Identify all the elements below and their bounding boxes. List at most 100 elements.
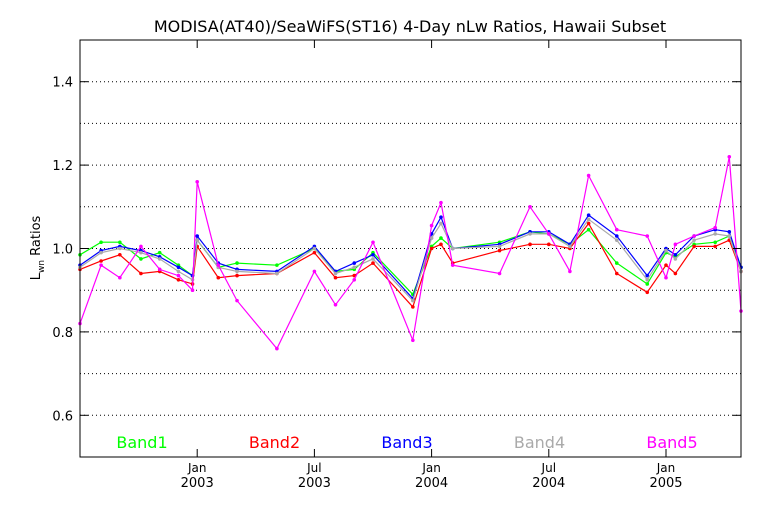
series-band1 xyxy=(78,227,743,297)
data-point xyxy=(614,261,619,265)
x-tick-label-month: Jan xyxy=(187,461,207,475)
data-point xyxy=(176,269,181,274)
data-point xyxy=(99,250,103,255)
data-point xyxy=(118,246,122,251)
data-point xyxy=(235,273,239,278)
data-point xyxy=(664,275,668,280)
data-point xyxy=(586,227,591,232)
data-point xyxy=(439,221,443,226)
data-point xyxy=(352,273,357,278)
data-point xyxy=(99,259,103,263)
data-point xyxy=(727,234,732,238)
data-point xyxy=(157,250,162,255)
series-band3 xyxy=(78,213,743,301)
data-point xyxy=(195,238,199,242)
data-point xyxy=(176,277,181,282)
data-point xyxy=(139,250,143,255)
data-point xyxy=(216,263,221,267)
data-point xyxy=(157,257,162,261)
data-point xyxy=(411,298,415,303)
data-point xyxy=(439,242,443,247)
data-point xyxy=(411,305,415,309)
x-tick-label-year: 2003 xyxy=(181,476,214,491)
data-point xyxy=(139,244,143,249)
data-point xyxy=(312,250,317,255)
data-point xyxy=(411,338,415,343)
series-line xyxy=(79,156,742,350)
series-line xyxy=(79,218,742,302)
data-point xyxy=(195,234,199,238)
grid-lines xyxy=(80,81,741,416)
data-point xyxy=(429,223,434,228)
data-point xyxy=(586,173,591,178)
data-point xyxy=(586,221,591,226)
data-point xyxy=(614,227,619,232)
data-point xyxy=(497,248,502,253)
data-point xyxy=(568,244,572,249)
plot-frame xyxy=(79,39,742,458)
data-point xyxy=(645,234,650,238)
x-tick-label-year: 2003 xyxy=(298,476,331,491)
data-point xyxy=(139,257,143,261)
data-point xyxy=(692,234,696,238)
data-point xyxy=(439,200,443,205)
data-point xyxy=(614,234,619,238)
legend-entry: Band5 xyxy=(646,433,697,452)
data-point xyxy=(645,290,650,295)
data-point xyxy=(195,179,199,184)
data-point xyxy=(235,261,239,265)
data-point xyxy=(450,246,455,251)
data-point xyxy=(450,263,455,267)
data-point xyxy=(645,273,650,278)
data-point xyxy=(371,252,375,257)
data-point xyxy=(727,230,732,234)
data-point xyxy=(333,302,338,307)
data-point xyxy=(673,252,678,257)
data-point xyxy=(235,269,239,274)
x-tick-label-year: 2005 xyxy=(649,476,682,491)
legend-entry: Band1 xyxy=(116,433,167,452)
data-point xyxy=(275,346,279,351)
data-point xyxy=(692,238,696,242)
data-point xyxy=(429,246,434,251)
data-point xyxy=(645,282,650,286)
data-point xyxy=(99,263,103,267)
y-tick-label: 0.6 xyxy=(52,409,73,424)
data-point xyxy=(352,277,357,282)
data-point xyxy=(497,271,502,276)
x-tick-label-month: Jan xyxy=(656,461,676,475)
data-point xyxy=(673,242,678,247)
data-point xyxy=(139,271,143,276)
y-tick-label: 0.8 xyxy=(52,326,73,341)
y-axis-label-rest: Ratios xyxy=(29,215,44,260)
data-point xyxy=(528,205,532,209)
data-point xyxy=(235,298,239,303)
chart-title: MODISA(AT40)/SeaWiFS(ST16) 4-Day nLw Rat… xyxy=(154,17,666,36)
data-point xyxy=(118,252,122,257)
x-tick-label-year: 2004 xyxy=(532,476,565,491)
data-point xyxy=(99,240,103,245)
data-point xyxy=(528,232,532,236)
data-point xyxy=(118,240,122,245)
data-point xyxy=(614,271,619,276)
axes: 0.60.81.01.21.4Jan2003Jul2003Jan2004Jul2… xyxy=(52,40,741,491)
legend-entry: Band3 xyxy=(381,433,432,452)
data-point xyxy=(176,273,181,278)
x-tick-label-month: Jan xyxy=(421,461,441,475)
legend-entry: Band2 xyxy=(249,433,300,452)
legend: Band1 Band2 Band3 Band4 Band5 xyxy=(116,433,697,452)
data-point xyxy=(118,275,122,280)
data-point xyxy=(190,288,195,293)
data-point xyxy=(439,236,443,240)
data-point xyxy=(275,271,279,276)
data-point xyxy=(713,225,718,230)
y-tick-label: 1.2 xyxy=(52,159,73,174)
data-point xyxy=(713,232,718,236)
data-point xyxy=(546,242,551,247)
data-point xyxy=(333,271,338,276)
x-tick-label-year: 2004 xyxy=(415,476,448,491)
data-point xyxy=(673,271,678,276)
data-point xyxy=(692,244,696,249)
data-point xyxy=(176,265,181,270)
